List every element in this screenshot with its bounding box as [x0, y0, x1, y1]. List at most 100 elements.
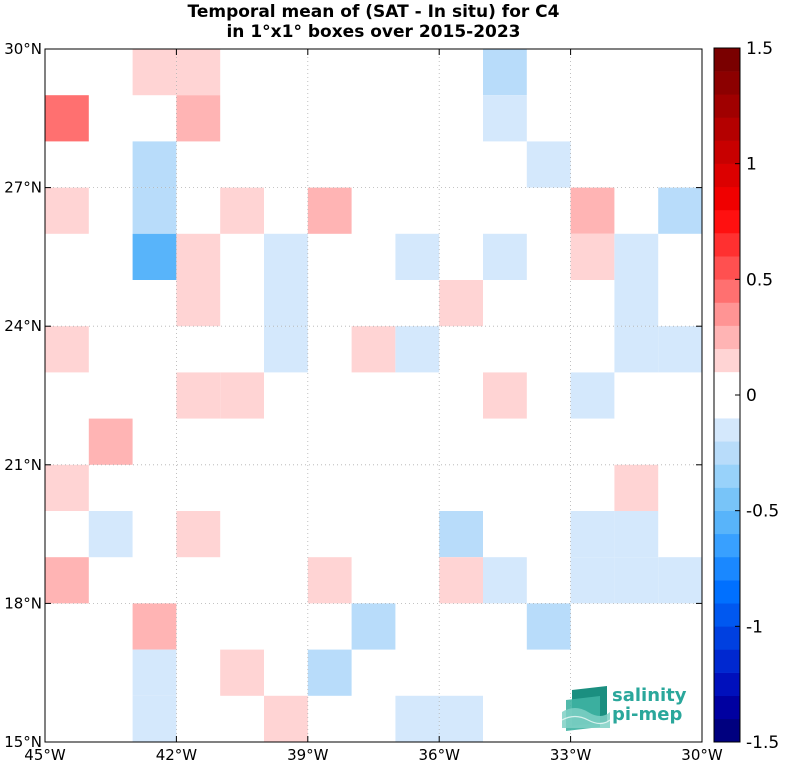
colorbar-tick-label: 1 [746, 155, 757, 175]
heatmap-cell [132, 233, 177, 280]
heatmap-cell [570, 557, 615, 604]
colorbar-segment [714, 464, 740, 488]
heatmap-cell [132, 695, 177, 742]
heatmap-cell [570, 233, 615, 280]
heatmap-cell [176, 372, 221, 419]
heatmap-cell [307, 187, 352, 234]
heatmap-cell [88, 511, 133, 558]
heatmap-cell [176, 95, 221, 142]
heatmap-cell [614, 557, 659, 604]
x-tick-label: 30°W [681, 746, 723, 763]
heatmap-cell [483, 557, 527, 604]
heatmap-cell [395, 326, 440, 373]
y-tick-label: 21°N [4, 456, 42, 474]
heatmap-cell [220, 372, 264, 419]
heatmap-cell [132, 603, 177, 650]
colorbar-segment [714, 117, 740, 141]
logo-text-pimep: pi-mep [612, 704, 683, 725]
colorbar-segment [714, 186, 740, 211]
colorbar-segment [714, 580, 740, 604]
colorbar-tick-label: -1 [746, 617, 763, 637]
heatmap-cell [132, 187, 177, 234]
colorbar-segment [714, 418, 740, 442]
colorbar-segment [714, 371, 740, 396]
heatmap-cell [483, 95, 527, 142]
heatmap-cell [45, 187, 89, 234]
colorbar-segment [714, 487, 740, 511]
colorbar-segment [714, 603, 740, 627]
heatmap-cell [570, 511, 615, 558]
heatmap-cell [307, 557, 352, 604]
heatmap-cell [264, 233, 308, 280]
heatmap-cell [658, 187, 702, 234]
heatmap-cell [176, 280, 221, 327]
heatmap-cell [483, 233, 527, 280]
heatmap-cell [614, 464, 659, 511]
logo-text-salinity: salinity [612, 685, 687, 706]
colorbar-segment [714, 556, 740, 581]
heatmap-cell [132, 649, 177, 696]
heatmap-cell [658, 326, 702, 373]
heatmap-cell [264, 280, 308, 327]
heatmap-cell [264, 695, 308, 742]
y-tick-label: 24°N [4, 317, 42, 335]
heatmap-cell [570, 372, 615, 419]
colorbar-segment [714, 510, 740, 535]
heatmap-cell [614, 233, 659, 280]
colorbar: 1.5 1 0.5 0 -0.5 -1 -1.5 [713, 39, 779, 753]
y-tick-label: 18°N [4, 594, 42, 612]
colorbar-tick-label: -0.5 [746, 502, 779, 522]
heatmap-cell [264, 326, 308, 373]
colorbar-segment [714, 718, 740, 743]
colorbar-segment [714, 325, 740, 350]
y-tick-label: 30°N [4, 40, 42, 58]
x-tick-label: 33°W [550, 746, 592, 763]
heatmap-cell [526, 141, 571, 188]
heatmap-cell [132, 49, 177, 96]
map-ticks: 45°W 42°W 39°W 36°W 33°W 30°W 15°N 18°N 21°N 24°N… [4, 40, 723, 763]
heatmap-cell [614, 511, 659, 558]
colorbar-segment [714, 94, 740, 118]
pi-mep-logo-icon [561, 686, 611, 731]
map-frame [44, 48, 703, 743]
chart-title-line2: in 1°x1° boxes over 2015-2023 [226, 22, 521, 42]
heatmap-cell [439, 695, 483, 742]
heatmap-cell [220, 649, 264, 696]
colorbar-segment [714, 256, 740, 280]
colorbar-segment [714, 695, 740, 720]
colorbar-segment [714, 649, 740, 673]
colorbar-segment [714, 533, 740, 558]
heatmap-cell [614, 280, 659, 327]
colorbar-segment [714, 48, 740, 72]
heatmap-cell [88, 418, 133, 465]
colorbar-segment [714, 395, 740, 419]
colorbar-tick-label: -1.5 [746, 733, 779, 753]
heatmap-cell [176, 233, 221, 280]
heatmap-cell [132, 141, 177, 188]
map-grid [45, 49, 702, 742]
heatmap-cell [614, 326, 659, 373]
heatmap-cell [45, 464, 89, 511]
chart-title-line1: Temporal mean of (SAT - In situ) for C4 [187, 2, 560, 22]
heatmap-cell [176, 49, 221, 96]
heatmap-cells [45, 49, 702, 742]
heatmap-cell [351, 326, 396, 373]
colorbar-segment [714, 441, 740, 465]
colorbar-segment [714, 233, 740, 257]
colorbar-segment [714, 672, 740, 697]
colorbar-segment [714, 71, 740, 95]
colorbar-segment [714, 279, 740, 303]
heatmap-cell [439, 557, 483, 604]
x-tick-label: 42°W [156, 746, 198, 763]
heatmap-cell [176, 511, 221, 558]
heatmap-cell [45, 95, 89, 142]
heatmap-cell [658, 557, 702, 604]
heatmap-cell [439, 280, 483, 327]
heatmap-cell [395, 695, 440, 742]
x-tick-label: 39°W [287, 746, 329, 763]
heatmap-cell [570, 187, 615, 234]
heatmap-cell [483, 372, 527, 419]
colorbar-segment [714, 140, 740, 164]
heatmap-cell [395, 233, 440, 280]
